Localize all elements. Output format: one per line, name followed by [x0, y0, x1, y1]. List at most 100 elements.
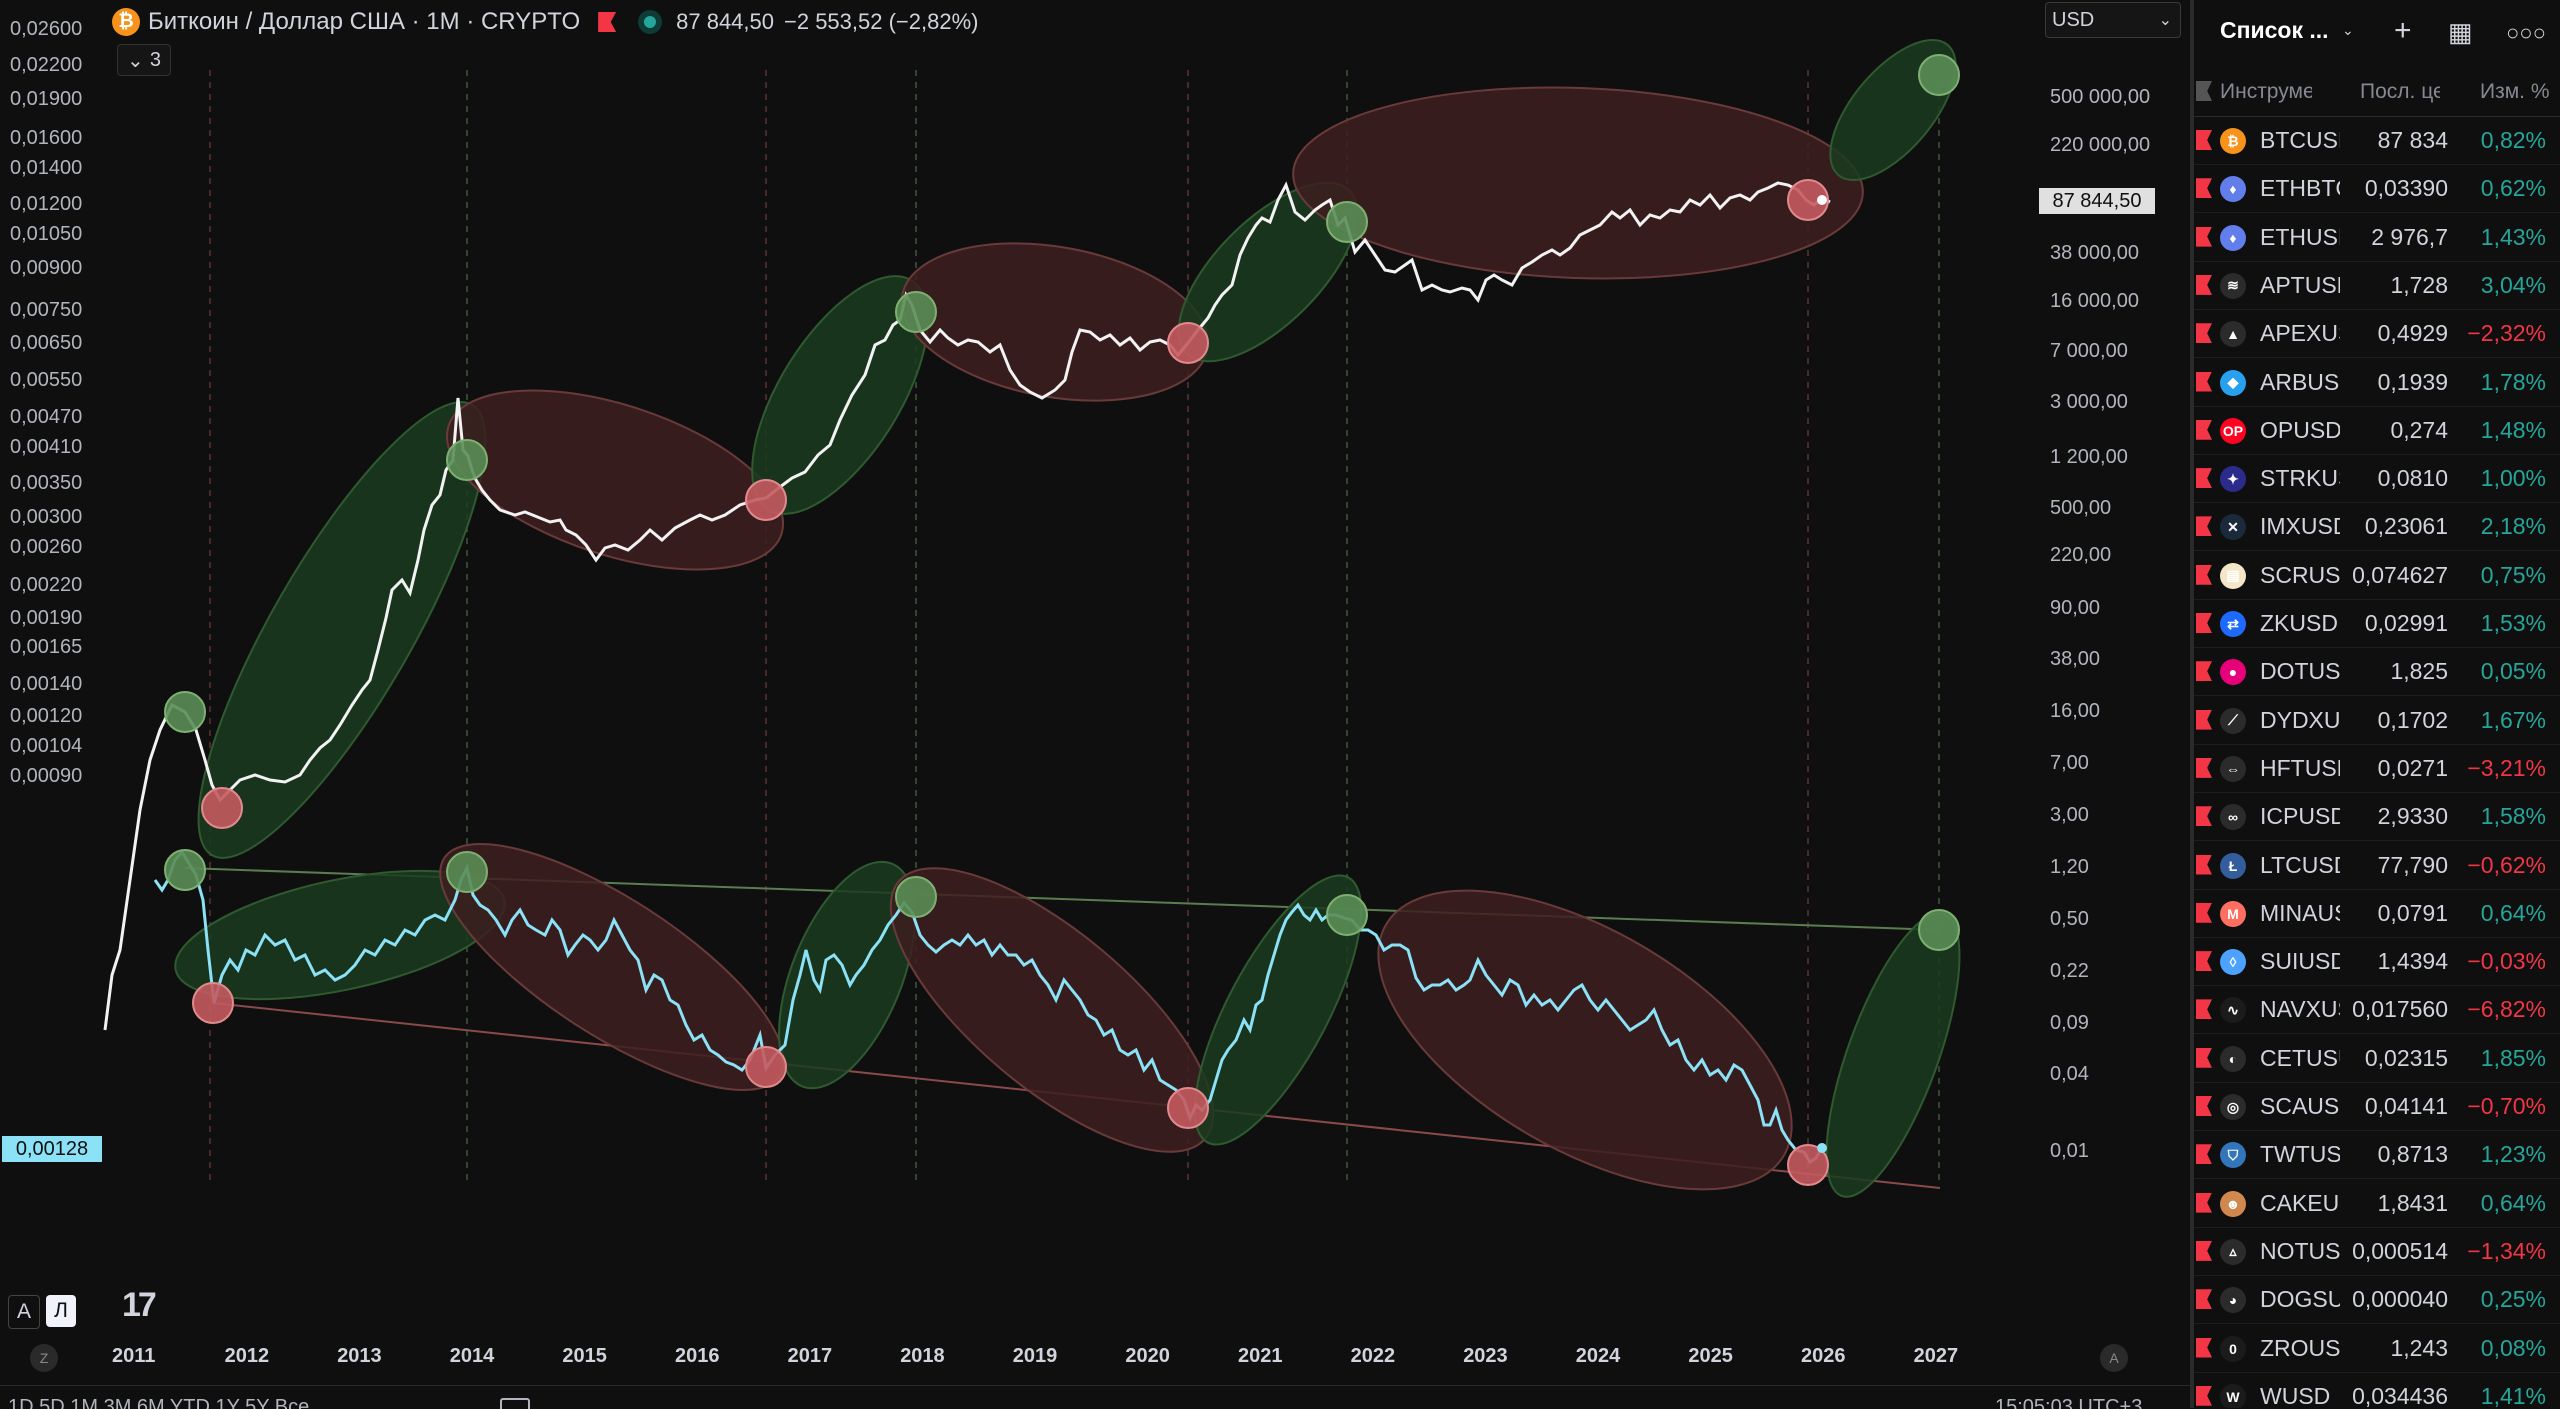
symbol-title[interactable]: Биткоин / Доллар США · 1M · CRYPTO [148, 8, 581, 35]
watchlist-row[interactable]: ⇔ HFTUSD 0,0271 −3,21% [2194, 744, 2560, 793]
watchlist-row[interactable]: ⛉ TWTUSD 0,8713 1,23% [2194, 1130, 2560, 1180]
watchlist-change: 1,23% [2480, 1141, 2546, 1168]
right-axis-tick-label: 16 000,00 [2050, 290, 2139, 312]
log-scale-button[interactable]: Л [46, 1295, 76, 1327]
flag-icon[interactable] [2196, 1385, 2212, 1406]
flag-icon[interactable] [2196, 806, 2212, 827]
watchlist-row[interactable]: ⇄ ZKUSD 0,02991 1,53% [2194, 599, 2560, 648]
watchlist-row[interactable]: ₿ BTCUSD 87 834 0,82% [2194, 116, 2560, 165]
watchlist-row[interactable]: ✕ IMXUSD 0,23061 2,18% [2194, 502, 2560, 552]
watchlist-row[interactable]: ◐ CETUSUSD 0,02315 1,85% [2194, 1034, 2560, 1083]
flag-icon[interactable] [2196, 613, 2212, 633]
calendar-icon[interactable] [500, 1398, 530, 1409]
watchlist-row[interactable]: ▲ APEXUSD 0,4929 −2,32% [2194, 309, 2560, 359]
col-last-header[interactable]: Посл. цена [2360, 80, 2440, 103]
cycle-top-marker [446, 851, 488, 893]
watchlist-row[interactable]: ♦ ETHBTC 0,03390 0,62% [2194, 164, 2560, 214]
watchlist-last-price: 0,0271 [2377, 754, 2448, 781]
watchlist-row[interactable]: ∿ NAVXUSD 0,017560 −6,82% [2194, 985, 2560, 1035]
flag-icon[interactable] [2196, 1240, 2212, 1261]
watchlist-symbol: LTCUSD [2260, 851, 2340, 878]
watchlist-row[interactable]: ✦ STRKUSD 0,0810 1,00% [2194, 454, 2560, 504]
flag-icon[interactable] [2196, 709, 2212, 730]
scroll-left-button[interactable]: Z [30, 1344, 58, 1372]
watchlist-change: 0,82% [2480, 127, 2546, 153]
flag-icon[interactable] [2196, 226, 2212, 247]
left-axis-tick-label: 0,00650 [10, 332, 83, 354]
coin-logo-icon: ◐ [2220, 1045, 2246, 1072]
watchlist-symbol: OPUSD [2260, 416, 2340, 443]
watchlist-row[interactable]: ▤ SCRUSD 0,074627 0,75% [2194, 551, 2560, 600]
watchlist-row[interactable]: M MINAUSD 0,0791 0,64% [2194, 889, 2560, 938]
time-axis-tick-label: 2021 [1238, 1345, 1283, 1367]
coin-logo-icon: ⇔ [2220, 755, 2246, 782]
flag-icon[interactable] [2196, 81, 2212, 101]
right-axis-tick-label: 0,22 [2050, 960, 2089, 982]
watchlist-row[interactable]: ◎ SCAUSD 0,04141 −0,70% [2194, 1082, 2560, 1131]
watchlist-row[interactable]: W WUSD 0,034436 1,41% [2194, 1372, 2560, 1408]
indicator-collapse-button[interactable]: ⌄ 3 [117, 44, 171, 76]
watchlist-row[interactable]: 0 ZROUSD 1,243 0,08% [2194, 1324, 2560, 1373]
tradingview-logo[interactable]: 17 [122, 1286, 157, 1324]
watchlist-row[interactable]: ◊ SUIUSD 1,4394 −0,03% [2194, 937, 2560, 987]
scroll-right-button[interactable]: A [2100, 1344, 2128, 1372]
more-options-icon[interactable]: ○○○ [2506, 20, 2546, 45]
watchlist-last-price: 0,4929 [2377, 320, 2448, 347]
cycle-bottom-marker [1787, 1144, 1829, 1186]
table-view-icon[interactable]: ▦ [2448, 17, 2473, 47]
chart-pane[interactable]: ₿ Биткоин / Доллар США · 1M · CRYPTO 87 … [0, 0, 2190, 1409]
col-change-header[interactable]: Изм. % [2480, 80, 2550, 103]
watchlist-row[interactable]: Ł LTCUSD 77,790 −0,62% [2194, 841, 2560, 890]
col-symbol-header[interactable]: Инструмент [2220, 80, 2312, 103]
flag-icon[interactable] [2196, 274, 2212, 295]
flag-icon[interactable] [2196, 854, 2212, 875]
watchlist-row[interactable]: OP OPUSD 0,274 1,48% [2194, 406, 2560, 455]
flag-icon[interactable] [2196, 1289, 2212, 1310]
flag-icon[interactable] [2196, 130, 2212, 150]
flag-icon[interactable] [2196, 902, 2212, 923]
flag-icon[interactable] [2196, 1047, 2212, 1068]
left-current-value-badge: 0,00128 [2, 1136, 102, 1162]
flag-icon[interactable] [2196, 1144, 2212, 1165]
watchlist-row[interactable]: ◕ DOGSUSD 0,000040 0,25% [2194, 1275, 2560, 1325]
flag-icon[interactable] [2196, 999, 2212, 1020]
flag-icon[interactable] [2196, 564, 2212, 585]
flag-icon[interactable] [2196, 951, 2212, 972]
flag-icon[interactable] [2196, 323, 2212, 344]
flag-icon[interactable] [2196, 516, 2212, 537]
watchlist-row[interactable]: ♦ ETHUSD 2 976,7 1,43% [2194, 213, 2560, 262]
bitcoin-icon: ₿ [112, 8, 140, 36]
watchlist-row[interactable]: ∞ ICPUSD 2,9330 1,58% [2194, 792, 2560, 842]
watchlist-row[interactable]: ⟋ DYDXUSD 0,1702 1,67% [2194, 696, 2560, 745]
flag-icon[interactable] [598, 12, 617, 32]
flag-icon[interactable] [2196, 1096, 2212, 1116]
add-symbol-icon[interactable]: + [2394, 14, 2412, 47]
right-axis-tick-label: 500,00 [2050, 497, 2112, 519]
flag-icon[interactable] [2196, 1337, 2212, 1358]
watchlist-title[interactable]: Список ... [2220, 17, 2329, 43]
watchlist-change: 0,75% [2480, 561, 2546, 588]
time-axis-tick-label: 2013 [337, 1345, 382, 1367]
watchlist-row[interactable]: ≋ APTUSD 1,728 3,04% [2194, 261, 2560, 310]
flag-icon[interactable] [2196, 178, 2212, 199]
right-axis-tick-label: 3 000,00 [2050, 391, 2128, 413]
currency-select[interactable]: USD ⌄ [2045, 2, 2181, 38]
auto-scale-button[interactable]: A [8, 1295, 40, 1329]
watchlist-row[interactable]: ▵ NOTUSD 0,000514 −1,34% [2194, 1227, 2560, 1276]
flag-icon[interactable] [2196, 371, 2212, 392]
watchlist-row[interactable]: ◆ ARBUSD 0,1939 1,78% [2194, 358, 2560, 407]
watchlist-row[interactable]: ● DOTUSD 1,825 0,05% [2194, 647, 2560, 697]
pane-divider[interactable] [2190, 0, 2194, 1408]
range-buttons[interactable]: 1D 5D 1M 3M 6M YTD 1Y 5Y Все [8, 1396, 310, 1409]
watchlist-row[interactable]: ☻ CAKEUSD 1,8431 0,64% [2194, 1179, 2560, 1228]
cycle-bottom-marker [1167, 322, 1209, 364]
clock-readout[interactable]: 15:05:03 UTC+3 [1995, 1396, 2143, 1409]
watchlist-last-price: 0,034436 [2352, 1382, 2448, 1408]
flag-icon[interactable] [2196, 468, 2212, 489]
flag-icon[interactable] [2196, 661, 2212, 682]
chart-canvas[interactable] [0, 0, 2190, 1408]
flag-icon[interactable] [2196, 1192, 2212, 1213]
chevron-down-icon[interactable]: ⌄ [2342, 22, 2354, 38]
flag-icon[interactable] [2196, 757, 2212, 778]
flag-icon[interactable] [2196, 419, 2212, 440]
